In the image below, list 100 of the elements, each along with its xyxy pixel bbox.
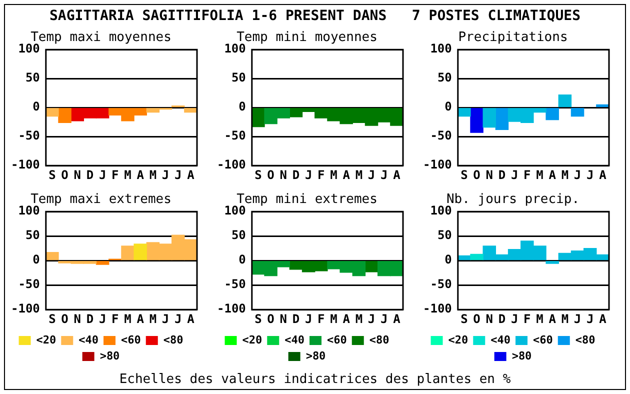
bar bbox=[570, 108, 584, 117]
x-tick-label: J bbox=[162, 312, 170, 326]
x-tick-label: N bbox=[280, 312, 287, 326]
legend-label: <20 bbox=[448, 333, 468, 346]
x-tick-label: M bbox=[124, 312, 132, 326]
y-tick-label: 50 bbox=[231, 70, 246, 85]
legend-label: <40 bbox=[490, 333, 511, 346]
x-tick-label: J bbox=[174, 168, 182, 182]
x-tick-label: F bbox=[112, 312, 119, 326]
x-tick-label: J bbox=[574, 312, 582, 326]
bar bbox=[482, 108, 496, 128]
y-tick-label: 0 bbox=[238, 252, 246, 267]
legend-label: >80 bbox=[100, 349, 120, 362]
x-tick-label: N bbox=[486, 312, 493, 326]
x-tick-label: J bbox=[380, 312, 388, 326]
y-tick-label: 0 bbox=[444, 252, 452, 267]
x-tick-label: F bbox=[112, 168, 119, 182]
x-tick-label: S bbox=[254, 168, 262, 182]
x-tick-label: M bbox=[124, 168, 132, 182]
x-tick-label: M bbox=[149, 168, 157, 182]
y-tick-label: 0 bbox=[32, 252, 40, 267]
bar bbox=[495, 108, 509, 130]
y-tick-label: 50 bbox=[25, 70, 40, 85]
x-tick-label: M bbox=[330, 312, 338, 326]
x-tick-label: A bbox=[136, 168, 145, 182]
x-tick-label: O bbox=[473, 168, 480, 182]
x-tick-label: O bbox=[61, 312, 68, 326]
y-tick-label: -100 bbox=[422, 302, 452, 316]
x-tick-label: D bbox=[86, 168, 94, 182]
x-tick-label: J bbox=[98, 168, 106, 182]
x-tick-label: J bbox=[304, 168, 312, 182]
x-tick-label: M bbox=[561, 312, 569, 326]
text: Echelles des valeurs indicatrices des plantes en % bbox=[118, 372, 512, 387]
bar bbox=[470, 108, 484, 133]
legend-label: <80 bbox=[163, 333, 184, 346]
x-tick-label: A bbox=[548, 312, 557, 326]
x-tick-label: A bbox=[342, 312, 351, 326]
bar bbox=[546, 108, 559, 120]
x-tick-label: D bbox=[292, 312, 300, 326]
bar bbox=[470, 254, 484, 260]
bar bbox=[558, 94, 572, 108]
x-tick-label: S bbox=[460, 312, 468, 326]
legend-label: >80 bbox=[512, 349, 532, 362]
x-tick-label: F bbox=[524, 168, 531, 182]
x-tick-label: M bbox=[330, 168, 338, 182]
legend-label: <60 bbox=[327, 333, 347, 346]
x-tick-label: J bbox=[574, 168, 582, 182]
y-tick-label: -50 bbox=[18, 128, 40, 143]
x-tick-label: F bbox=[524, 312, 531, 326]
x-tick-label: F bbox=[318, 312, 325, 326]
legend-label: <60 bbox=[533, 333, 553, 346]
x-tick-label: S bbox=[48, 168, 56, 182]
x-tick-label: M bbox=[149, 312, 157, 326]
x-tick-label: D bbox=[292, 168, 300, 182]
x-tick-label: J bbox=[380, 168, 388, 182]
legend-label: <40 bbox=[284, 333, 305, 346]
legend-label: <20 bbox=[36, 333, 56, 346]
x-tick-label: O bbox=[267, 168, 274, 182]
y-tick-label: -100 bbox=[10, 158, 40, 172]
x-tick-label: O bbox=[473, 312, 480, 326]
x-tick-label: N bbox=[280, 168, 287, 182]
legend-label: <20 bbox=[242, 333, 262, 346]
x-tick-label: J bbox=[510, 312, 518, 326]
y-tick-label: -50 bbox=[224, 128, 246, 143]
y-tick-label: 50 bbox=[25, 228, 40, 242]
legend-label: <40 bbox=[78, 333, 99, 346]
x-tick-label: A bbox=[599, 168, 608, 182]
chart-title: Precipitations bbox=[458, 30, 568, 46]
y-tick-label: 0 bbox=[444, 100, 452, 114]
x-tick-label: J bbox=[162, 168, 170, 182]
x-tick-label: M bbox=[536, 312, 544, 326]
x-tick-label: A bbox=[342, 168, 351, 182]
x-tick-label: N bbox=[486, 168, 493, 182]
x-tick-label: D bbox=[498, 312, 506, 326]
x-tick-label: M bbox=[561, 168, 569, 182]
legend-label: <60 bbox=[121, 333, 141, 346]
x-tick-label: M bbox=[355, 168, 363, 182]
x-tick-label: N bbox=[74, 312, 81, 326]
y-tick-label: 100 bbox=[430, 204, 452, 218]
bar bbox=[458, 108, 471, 117]
x-tick-label: J bbox=[98, 312, 106, 326]
x-tick-label: A bbox=[599, 312, 608, 326]
x-tick-label: M bbox=[536, 168, 544, 182]
x-tick-label: S bbox=[460, 168, 468, 182]
y-tick-label: -50 bbox=[430, 128, 452, 143]
y-tick-label: 50 bbox=[231, 228, 246, 242]
x-tick-label: A bbox=[187, 312, 196, 326]
y-tick-label: 0 bbox=[32, 100, 40, 114]
y-tick-label: -100 bbox=[216, 302, 246, 316]
x-tick-label: J bbox=[510, 168, 518, 182]
x-tick-label: N bbox=[74, 168, 81, 182]
bar bbox=[134, 244, 147, 260]
y-tick-label: -100 bbox=[422, 158, 452, 172]
legend-label: <80 bbox=[369, 333, 390, 346]
x-tick-label: J bbox=[304, 312, 312, 326]
legend-label: >80 bbox=[306, 349, 326, 362]
y-tick-label: -100 bbox=[216, 158, 246, 172]
x-tick-label: A bbox=[136, 312, 145, 326]
x-tick-label: S bbox=[254, 312, 262, 326]
x-tick-label: M bbox=[355, 312, 363, 326]
